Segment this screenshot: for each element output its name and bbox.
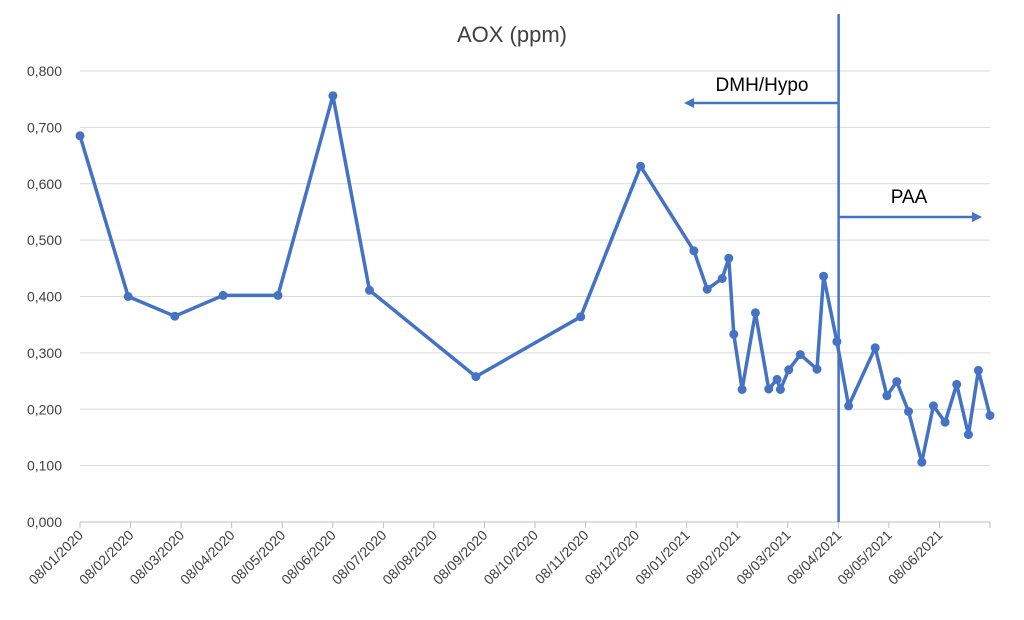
aox-series xyxy=(75,91,995,467)
x-axis-ticks: 08/01/202008/02/202008/03/202008/04/2020… xyxy=(25,522,991,588)
data-point xyxy=(764,384,774,394)
data-point xyxy=(784,365,794,375)
data-point xyxy=(882,391,892,401)
data-point xyxy=(576,312,586,322)
data-point xyxy=(985,411,995,420)
y-tick-label: 0,100 xyxy=(27,458,62,474)
annotations: DMH/Hypo PAA xyxy=(684,75,982,222)
x-tick-label: 08/10/2020 xyxy=(480,527,541,588)
y-tick-label: 0,300 xyxy=(27,345,62,361)
y-tick-label: 0,700 xyxy=(27,119,62,135)
y-tick-label: 0,800 xyxy=(27,63,62,79)
data-point xyxy=(928,401,938,411)
data-point xyxy=(819,271,829,281)
y-tick-label: 0,600 xyxy=(27,176,62,192)
annotation-dmh-hypo: DMH/Hypo xyxy=(716,75,809,96)
data-point xyxy=(365,285,374,295)
data-point xyxy=(123,292,133,301)
data-point xyxy=(75,131,85,141)
data-point xyxy=(892,377,902,387)
data-point xyxy=(904,407,913,416)
y-tick-label: 0,400 xyxy=(27,289,62,305)
data-point xyxy=(917,457,927,467)
data-point xyxy=(702,284,712,294)
data-point xyxy=(689,246,699,256)
data-point xyxy=(952,379,962,389)
y-tick-label: 0,000 xyxy=(27,514,62,530)
data-point xyxy=(750,308,760,318)
data-point xyxy=(218,290,228,300)
y-axis-ticks: 0,000 0,100 0,200 0,300 0,400 0,500 0,600 0,700… xyxy=(27,63,62,530)
data-point xyxy=(870,343,880,353)
chart-title: AOX (ppm) xyxy=(457,22,567,47)
series-line xyxy=(78,94,992,464)
x-tick-label: 08/06/2021 xyxy=(885,527,946,588)
y-tick-label: 0,500 xyxy=(27,232,62,248)
data-point xyxy=(844,401,854,411)
data-point xyxy=(471,372,481,382)
data-point xyxy=(775,385,785,394)
data-point xyxy=(973,365,983,375)
data-point xyxy=(832,337,842,347)
y-tick-label: 0,200 xyxy=(27,401,62,417)
data-point xyxy=(170,311,180,321)
data-point xyxy=(729,329,739,339)
data-point xyxy=(795,350,805,360)
annotation-paa: PAA xyxy=(891,187,928,208)
data-point xyxy=(636,161,646,171)
data-point xyxy=(328,91,338,101)
data-point xyxy=(772,374,782,384)
data-point xyxy=(940,417,950,427)
data-point xyxy=(724,253,734,263)
data-point xyxy=(812,364,822,374)
data-point xyxy=(717,274,727,283)
data-point xyxy=(273,290,283,300)
data-point xyxy=(737,385,747,394)
data-point xyxy=(963,430,973,440)
